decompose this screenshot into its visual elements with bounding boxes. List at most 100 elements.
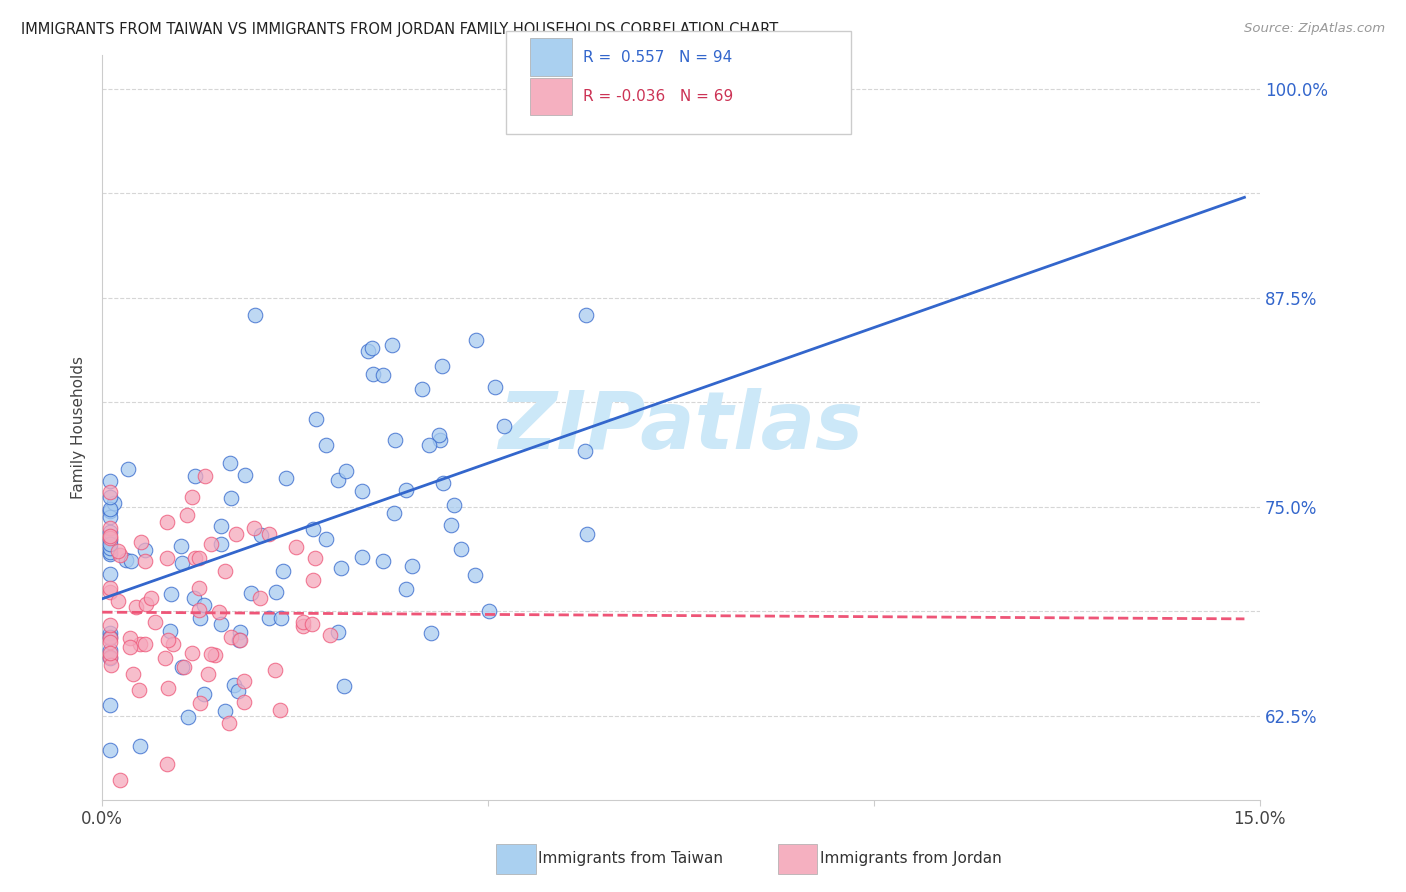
Point [98,545,121,559]
Point [484,380,506,394]
Point [135,598,157,612]
Point [98,541,121,555]
Point [200,647,222,661]
Point [443,498,465,512]
Point [239,586,262,600]
Point [291,615,314,630]
Point [173,659,195,673]
Point [117,462,139,476]
Point [200,537,222,551]
Point [169,539,191,553]
Point [187,603,209,617]
Point [229,625,252,640]
Point [188,696,211,710]
Point [357,343,380,358]
Point [304,551,326,566]
Point [188,551,211,566]
Point [120,554,142,568]
Point [219,456,242,470]
Point [319,627,342,641]
Point [129,739,152,753]
Point [269,703,291,717]
Point [464,333,486,347]
Point [384,433,406,447]
Point [235,467,257,482]
Point [155,650,177,665]
Point [464,568,486,582]
Point [266,585,288,599]
Y-axis label: Family Households: Family Households [72,356,86,499]
Point [395,483,418,497]
Point [121,667,143,681]
Point [335,464,357,478]
Point [176,508,198,522]
Point [243,308,266,322]
Point [257,611,280,625]
Point [219,491,242,505]
Point [382,507,405,521]
Point [264,663,287,677]
Point [218,716,240,731]
Point [129,637,152,651]
Point [274,471,297,485]
Point [197,667,219,681]
Point [395,582,418,597]
Point [98,581,121,595]
Point [292,618,315,632]
Point [226,684,249,698]
Point [401,559,423,574]
Point [209,617,232,632]
Point [156,757,179,772]
Point [233,695,256,709]
Point [214,565,236,579]
Point [257,526,280,541]
Point [271,564,294,578]
Text: R = -0.036   N = 69: R = -0.036 N = 69 [583,89,734,103]
Point [188,611,211,625]
Point [363,367,385,381]
Point [284,541,307,555]
Point [98,531,121,545]
Point [98,484,121,499]
Text: Source: ZipAtlas.com: Source: ZipAtlas.com [1244,22,1385,36]
Point [115,553,138,567]
Point [108,773,131,788]
Point [333,680,356,694]
Point [98,529,121,543]
Point [494,419,516,434]
Point [419,626,441,640]
Point [125,599,148,614]
Point [429,433,451,447]
Point [352,549,374,564]
Point [222,678,245,692]
Point [194,469,217,483]
Point [98,635,121,649]
Point [98,646,121,660]
Point [159,586,181,600]
Point [243,521,266,535]
Point [134,637,156,651]
Point [134,542,156,557]
Point [575,527,598,541]
Point [98,585,121,599]
Text: IMMIGRANTS FROM TAIWAN VS IMMIGRANTS FROM JORDAN FAMILY HOUSEHOLDS CORRELATION C: IMMIGRANTS FROM TAIWAN VS IMMIGRANTS FRO… [21,22,779,37]
Point [100,658,122,673]
Point [184,551,207,566]
Point [98,547,121,561]
Point [170,556,193,570]
Point [98,490,121,504]
Point [98,631,121,645]
Point [330,560,353,574]
Point [98,617,121,632]
Point [162,637,184,651]
Point [156,550,179,565]
Text: ZIPatlas: ZIPatlas [499,388,863,467]
Point [350,483,373,498]
Point [225,527,247,541]
Point [250,528,273,542]
Point [180,646,202,660]
Point [98,501,121,516]
Point [430,359,453,373]
Point [219,630,242,644]
Point [418,438,440,452]
